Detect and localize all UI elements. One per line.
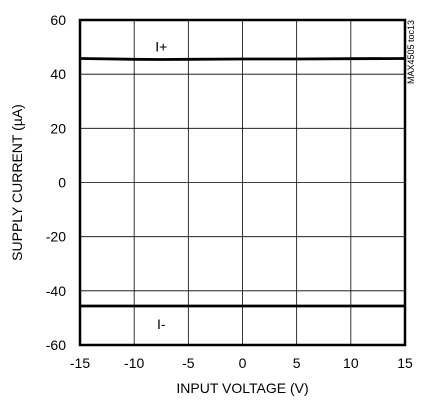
x-tick-label: 10 — [343, 355, 359, 371]
series-label-i-plus: I+ — [155, 38, 167, 54]
x-tick-label: 0 — [239, 355, 247, 371]
y-tick-label: 40 — [50, 66, 66, 82]
x-tick-label: -15 — [70, 355, 90, 371]
y-tick-label: -40 — [46, 283, 66, 299]
y-tick-label: 20 — [50, 120, 66, 136]
y-tick-labels: -60 -40 -20 0 20 40 60 — [46, 12, 66, 353]
y-tick-label: -60 — [46, 337, 66, 353]
series-line-i-plus — [79, 57, 406, 61]
x-tick-label: -10 — [124, 355, 144, 371]
series-layer — [79, 57, 406, 308]
y-tick-label: -20 — [46, 229, 66, 245]
x-tick-label: 15 — [397, 355, 413, 371]
y-tick-label: 0 — [58, 175, 66, 191]
x-tick-label: -5 — [182, 355, 195, 371]
plot-frame — [78, 18, 407, 347]
y-tick-label: 60 — [50, 12, 66, 28]
series-label-i-minus: I- — [157, 316, 166, 332]
watermark-label: MAX4505 toc13 — [406, 20, 416, 84]
x-axis-title: INPUT VOLTAGE (V) — [176, 380, 308, 396]
grid-layer — [80, 20, 405, 345]
y-axis-title: SUPPLY CURRENT (µA) — [9, 104, 25, 261]
series-labels: I+ I- — [155, 38, 167, 332]
x-tick-labels: -15 -10 -5 0 5 10 15 — [70, 355, 413, 371]
x-tick-label: 5 — [293, 355, 301, 371]
